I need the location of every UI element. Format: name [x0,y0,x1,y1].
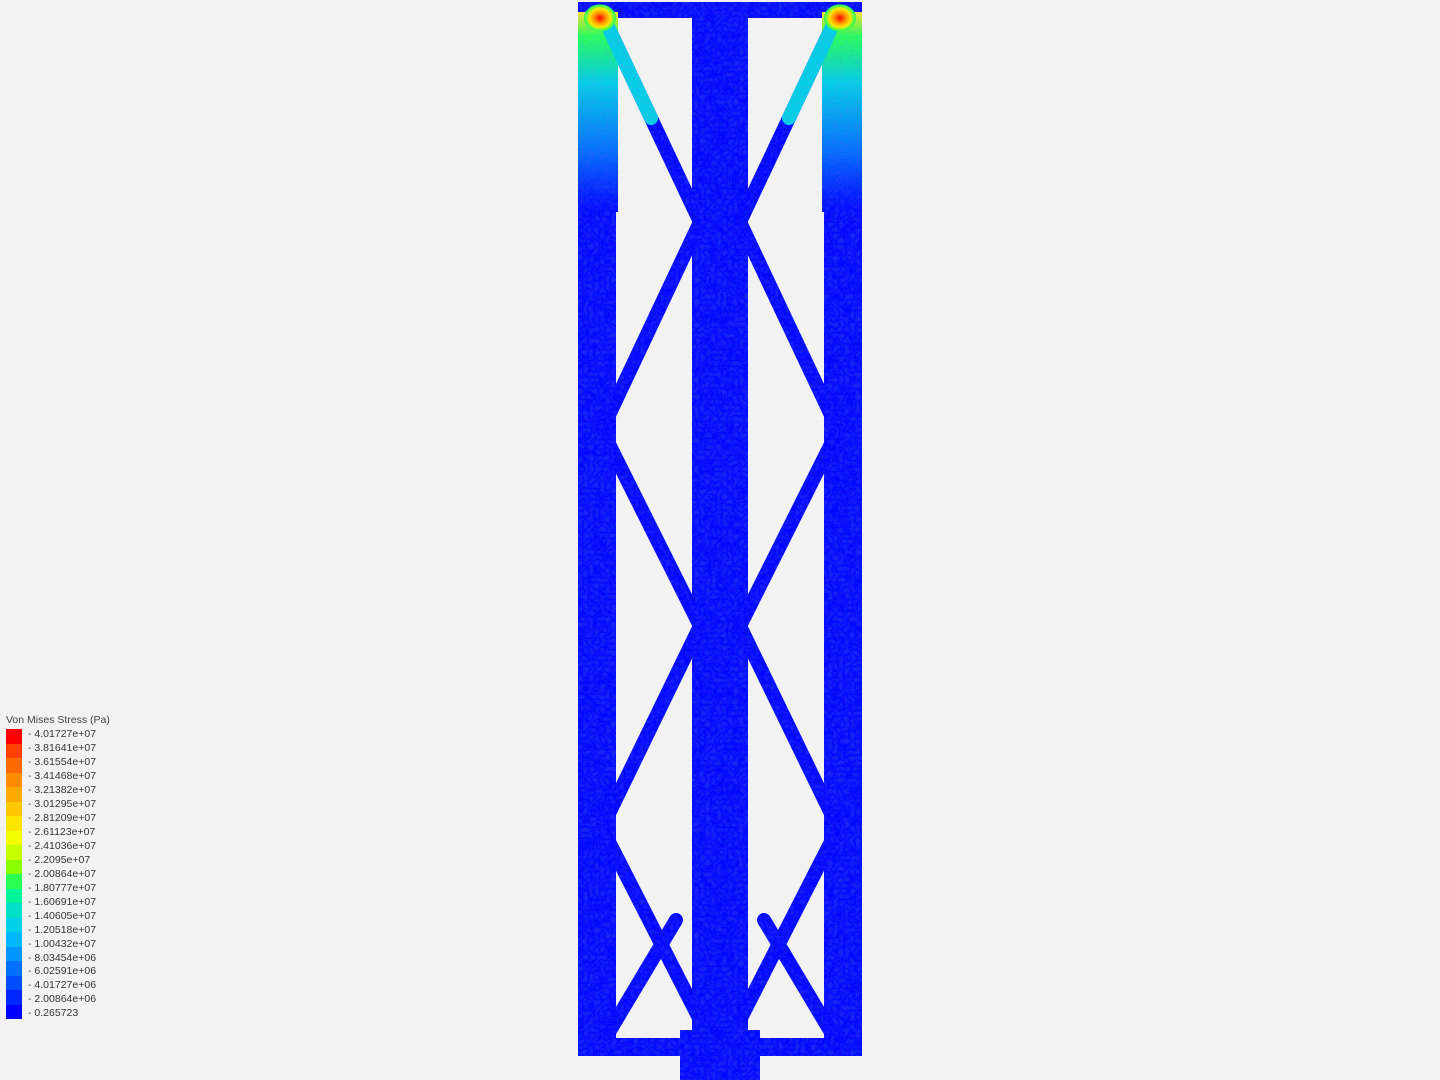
legend-tick-label: 4.01727e+07 [28,729,96,740]
legend-color-segment [6,773,22,788]
legend-tick-label: 0.265723 [28,1008,96,1019]
legend-tick-label: 2.00864e+07 [28,869,96,880]
legend-title: Von Mises Stress (Pa) [6,714,110,726]
legend-tick-label: 2.41036e+07 [28,841,96,852]
legend-tick-label: 6.02591e+06 [28,966,96,977]
legend-color-segment [6,976,22,991]
legend-color-segment [6,758,22,773]
legend-color-segment [6,816,22,831]
legend-tick-label: 3.01295e+07 [28,799,96,810]
legend-tick-label: 1.20518e+07 [28,925,96,936]
legend-tick-label: 1.00432e+07 [28,939,96,950]
legend-color-segment [6,889,22,904]
legend-color-segment [6,947,22,962]
simulation-viewport[interactable] [0,0,1440,1080]
color-legend: Von Mises Stress (Pa) 4.01727e+07 3.81641… [6,714,110,1019]
legend-color-bar [6,729,22,1019]
legend-color-segment [6,729,22,744]
legend-tick-label: 8.03454e+06 [28,953,96,964]
legend-tick-label: 2.00864e+06 [28,994,96,1005]
legend-tick-label: 1.60691e+07 [28,897,96,908]
legend-tick-label: 3.21382e+07 [28,785,96,796]
legend-color-segment [6,831,22,846]
legend-tick-label: 1.80777e+07 [28,883,96,894]
fea-model [0,0,1440,1080]
legend-color-segment [6,918,22,933]
legend-color-segment [6,802,22,817]
legend-labels: 4.01727e+07 3.81641e+07 3.61554e+07 3.41468… [28,729,96,1019]
legend-tick-label: 2.61123e+07 [28,827,96,838]
legend-color-segment [6,874,22,889]
legend-color-segment [6,903,22,918]
legend-color-segment [6,990,22,1005]
legend-color-segment [6,744,22,759]
legend-tick-label: 3.41468e+07 [28,771,96,782]
legend-color-segment [6,1005,22,1020]
legend-color-segment [6,845,22,860]
legend-color-segment [6,787,22,802]
legend-tick-label: 2.81209e+07 [28,813,96,824]
legend-tick-label: 3.81641e+07 [28,743,96,754]
legend-color-segment [6,932,22,947]
legend-tick-label: 2.2095e+07 [28,855,96,866]
legend-color-segment [6,961,22,976]
legend-tick-label: 3.61554e+07 [28,757,96,768]
legend-tick-label: 1.40605e+07 [28,911,96,922]
legend-tick-label: 4.01727e+06 [28,980,96,991]
legend-color-segment [6,860,22,875]
